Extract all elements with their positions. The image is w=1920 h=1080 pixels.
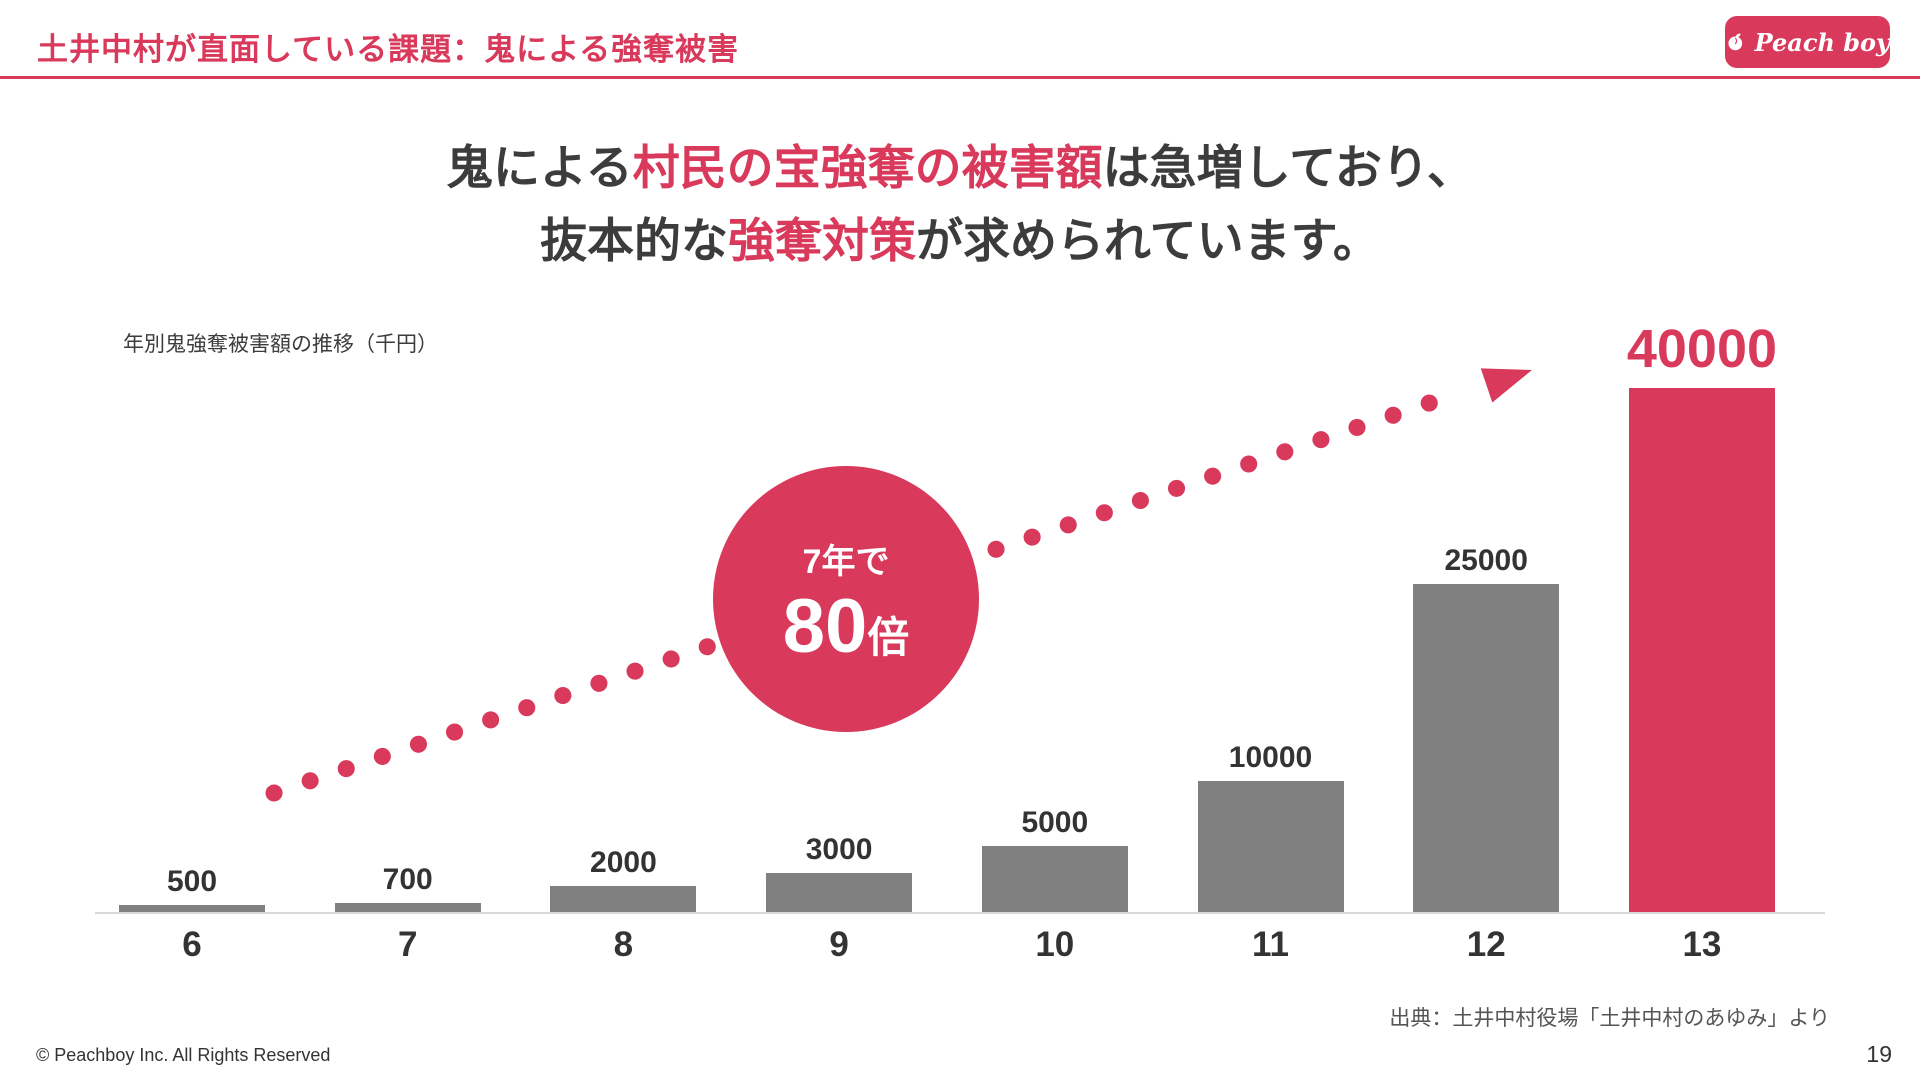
- bar-column: 500 6: [117, 867, 267, 970]
- bar: [550, 886, 697, 912]
- headline-text: 抜本的な: [540, 213, 729, 267]
- page-number: 19: [1866, 1041, 1892, 1067]
- headline-emphasis: 強奪対策: [728, 213, 917, 267]
- bar-column: 25000 12: [1411, 546, 1561, 970]
- bar-column: 700 7: [333, 865, 483, 970]
- x-axis-label: 11: [1252, 925, 1290, 964]
- bar: [1413, 584, 1560, 912]
- bar-value-label: 3000: [805, 833, 873, 866]
- bar-column: 40000 13: [1627, 322, 1777, 970]
- headline-emphasis: 村民の宝強奪の被害額: [632, 141, 1103, 194]
- bar: [981, 846, 1128, 912]
- bar-column: 5000 10: [980, 808, 1130, 970]
- bar-value-label: 500: [166, 865, 218, 898]
- header-divider: [0, 76, 1920, 79]
- x-axis-label: 7: [397, 925, 418, 964]
- peachboy-logo: Peach boy: [1725, 16, 1890, 68]
- growth-badge-multiplier: 80倍: [783, 588, 910, 665]
- key-message: 鬼による村民の宝強奪の被害額は急増しており、 抜本的な強奪対策が求められています…: [0, 132, 1920, 278]
- growth-badge: 7年で 80倍: [713, 466, 979, 732]
- logo-text: Peach boy: [1754, 27, 1890, 57]
- bar-chart: 500 6 700 7 2000 8 3000 9 5000 10 10000 11 25000 12 40…: [117, 322, 1777, 970]
- x-axis-label: 12: [1466, 925, 1506, 964]
- source-note: 出典：土井中村役場「土井中村のあゆみ」より: [1389, 1007, 1830, 1030]
- x-axis-label: 8: [613, 925, 634, 964]
- growth-multiplier-number: 80: [782, 583, 868, 669]
- x-axis-label: 13: [1682, 925, 1722, 964]
- headline-text: が求められています。: [916, 213, 1380, 267]
- peach-icon: [1728, 33, 1743, 51]
- x-axis-label: 10: [1035, 925, 1075, 964]
- headline-text: 鬼による: [446, 141, 633, 194]
- bar-value-label: 2000: [590, 846, 657, 879]
- x-axis-label: 6: [182, 925, 202, 964]
- bar-column: 3000 9: [764, 835, 914, 970]
- copyright: © Peachboy Inc. All Rights Reserved: [36, 1045, 331, 1065]
- key-message-line2: 抜本的な強奪対策が求められています。: [0, 205, 1920, 278]
- growth-badge-period: 7年で: [802, 542, 890, 581]
- bar: [766, 873, 913, 912]
- bar-column: 2000 8: [548, 848, 698, 970]
- key-message-line1: 鬼による村民の宝強奪の被害額は急増しており、: [0, 132, 1920, 205]
- headline-text: は急増しており、: [1102, 141, 1474, 194]
- bar-value-label: 40000: [1626, 319, 1778, 379]
- bar-value-label: 25000: [1444, 544, 1528, 577]
- x-axis-label: 9: [829, 925, 849, 964]
- bar: [1628, 388, 1775, 912]
- growth-multiplier-unit: 倍: [867, 613, 910, 661]
- bar-value-label: 700: [382, 863, 433, 896]
- x-axis-line: [95, 912, 1825, 914]
- slide-title: 土井中村が直面している課題：鬼による強奪被害: [37, 32, 740, 67]
- bar-column: 10000 11: [1196, 743, 1346, 970]
- bar: [1197, 781, 1344, 912]
- bar-value-label: 5000: [1021, 806, 1089, 839]
- bar: [334, 903, 481, 912]
- chart-title: 年別鬼強奪被害額の推移（千円）: [123, 333, 438, 356]
- bar-value-label: 10000: [1228, 741, 1313, 774]
- bar: [119, 905, 265, 912]
